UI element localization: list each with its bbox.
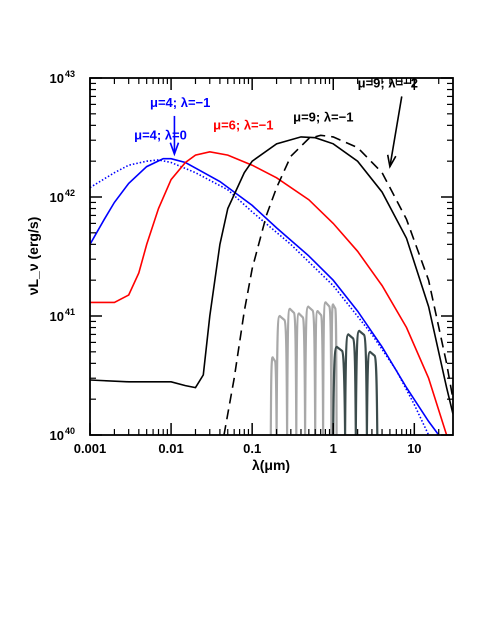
filter-curve-1 — [332, 329, 379, 435]
y-tick-label-base: 10 — [50, 190, 64, 205]
x-axis-label: λ(μm) — [252, 457, 290, 473]
annotation-label: μ=6; λ=−1 — [213, 117, 273, 132]
series-line-3 — [90, 136, 453, 415]
y-tick-label-exp: 41 — [65, 307, 75, 317]
y-tick-label-exp: 42 — [65, 188, 75, 198]
annotation-arrow — [389, 96, 403, 167]
annotation-label: μ=4; λ=0 — [134, 127, 187, 142]
y-tick-label-base: 10 — [50, 309, 64, 324]
x-axis-ticks: 0.001 0.01 0.1 1 10 — [74, 78, 440, 456]
plot-frame — [89, 77, 454, 436]
x-tick-label: 0.01 — [158, 441, 183, 456]
x-tick-label: 0.001 — [74, 441, 107, 456]
filter-curve-0 — [269, 301, 338, 435]
y-tick-label-base: 10 — [50, 71, 64, 86]
filter-curves — [269, 301, 379, 435]
y-tick-label-exp: 40 — [65, 426, 75, 436]
x-tick-label: 1 — [330, 441, 337, 456]
annotation-label: μ=9; λ=−2 — [358, 76, 418, 91]
annotations: μ=4; λ=−1 μ=4; λ=0 μ=6; λ=−1 μ=9; λ=−1 μ=9; … — [134, 76, 418, 169]
x-tick-label: 10 — [407, 441, 421, 456]
series-line-0 — [90, 157, 440, 435]
arrow-head — [169, 142, 180, 157]
series-layer — [90, 134, 453, 435]
arrow-head — [386, 154, 397, 169]
series-line-2 — [90, 150, 448, 435]
y-tick-label-base: 10 — [50, 428, 64, 443]
y-axis-label: νL_ν (erg/s) — [25, 217, 41, 296]
annotation-label: μ=9; λ=−1 — [293, 110, 353, 125]
series-line-4 — [223, 134, 453, 435]
series-line-1 — [90, 159, 430, 435]
y-tick-label-exp: 43 — [65, 69, 75, 79]
annotation-label: μ=4; λ=−1 — [150, 95, 210, 110]
x-tick-label: 0.1 — [243, 441, 261, 456]
